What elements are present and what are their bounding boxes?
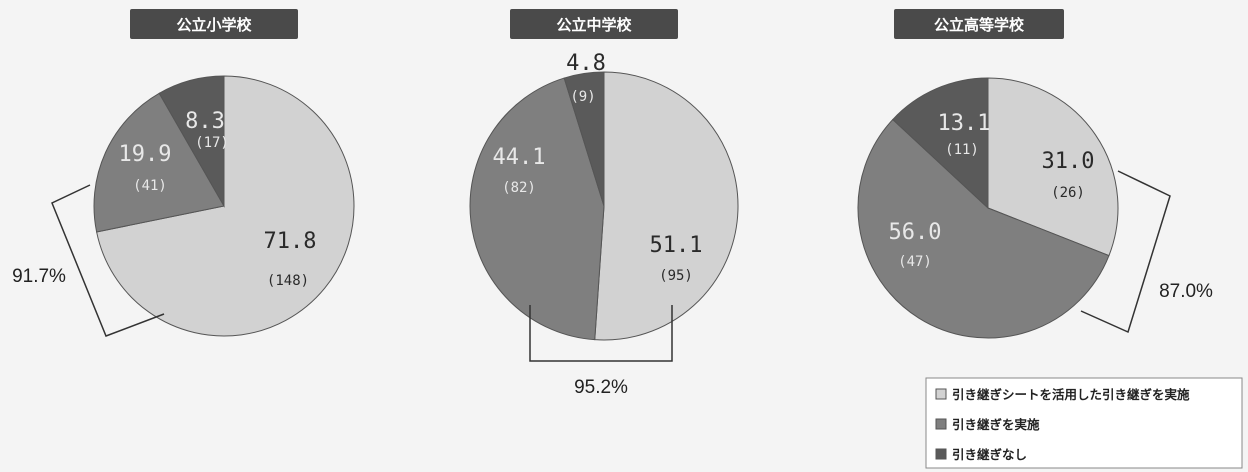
legend-item-3: 引き継ぎなし [952, 447, 1027, 462]
pie-2-slice-2-count: (82) [502, 180, 536, 196]
pie-1-bracket-label: 91.7% [12, 266, 66, 287]
pie-3-slice-1-value: 31.0 [1042, 149, 1095, 174]
pie-2-bracket [529, 305, 673, 362]
pie-3-slice-2-value: 56.0 [889, 220, 942, 245]
pie-3-title-badge: 公立高等学校 [894, 9, 1064, 39]
pie-3-slice-2-count: (47) [898, 254, 932, 270]
pie-1-slice-2-count: (41) [133, 178, 167, 194]
pie-2 [469, 71, 739, 341]
pie-2-slice-3-count: (9) [570, 89, 595, 105]
pie-2-slice-3-value: 4.8 [566, 51, 606, 76]
pie-1-slice-2-value: 19.9 [119, 142, 172, 167]
pie-1-slice-1-count: (148) [267, 273, 309, 289]
pie-2-slice-1-value: 51.1 [650, 233, 703, 258]
legend-box [925, 377, 1243, 469]
pie-2-bracket-label: 95.2% [574, 377, 628, 398]
pie-1-slice-1-value: 71.8 [264, 229, 317, 254]
pie-3-slice-1-count: (26) [1051, 185, 1085, 201]
pie-3-bracket [1080, 170, 1171, 334]
pie-2-slice-2-value: 44.1 [493, 145, 546, 170]
pie-1-slice-1 [96, 75, 355, 337]
pie-2-slice-1 [594, 71, 739, 341]
legend-swatch-mid [935, 418, 947, 430]
pie-1-slice-2 [93, 92, 225, 233]
pie-1 [93, 75, 355, 337]
pie-3-slice-2 [857, 118, 1110, 339]
legend-item-2: 引き継ぎを実施 [952, 417, 1040, 432]
pie-2-title: 公立中学校 [556, 16, 632, 34]
pie-2-title-badge: 公立中学校 [510, 9, 678, 39]
legend: 引き継ぎシートを活用した引き継ぎを実施 引き継ぎを実施 引き継ぎなし [925, 377, 1243, 469]
pie-3-title: 公立高等学校 [934, 16, 1025, 34]
pie-1-title: 公立小学校 [176, 16, 252, 34]
pie-1-slice-3-value: 8.3 [185, 109, 225, 134]
pie-2-slice-3 [563, 71, 605, 207]
pie-1-slice-3 [158, 75, 225, 208]
pie-1-bracket [51, 184, 165, 337]
pie-1-title-badge: 公立小学校 [130, 9, 298, 39]
legend-item-1: 引き継ぎシートを活用した引き継ぎを実施 [952, 387, 1190, 402]
pie-2-slice-2 [469, 77, 605, 341]
pie-3-slice-1 [987, 77, 1119, 257]
pie-2-slice-1-count: (95) [659, 268, 693, 284]
legend-swatch-light [935, 388, 947, 400]
pie-3-slice-3-value: 13.1 [938, 111, 991, 136]
legend-swatch-dark [935, 448, 947, 460]
pie-3-slice-3 [892, 77, 989, 210]
pie-3-slice-3-count: (11) [945, 142, 979, 158]
pie-3 [857, 77, 1119, 339]
pie-3-bracket-label: 87.0% [1159, 281, 1213, 302]
pie-1-slice-3-count: (17) [195, 135, 229, 151]
